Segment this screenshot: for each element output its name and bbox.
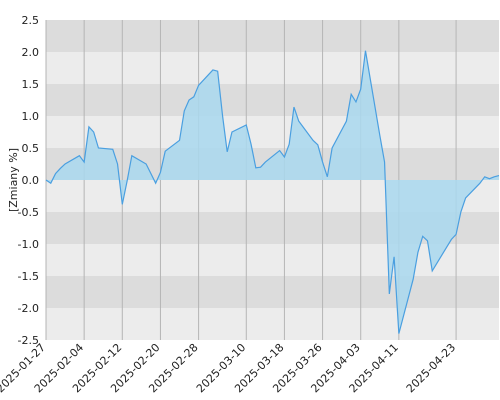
x-tick-label: 2025-04-23 (404, 341, 458, 395)
background-band (46, 308, 499, 340)
y-tick-label: -0.5 (18, 206, 39, 219)
background-band (46, 276, 499, 308)
x-tick-labels: 2025-01-272025-02-042025-02-122025-02-20… (0, 341, 458, 395)
y-tick-label: -2.5 (18, 334, 39, 347)
series-area (45, 50, 500, 334)
y-tick-label: 1.5 (22, 78, 40, 91)
y-tick-label: 0.0 (22, 174, 40, 187)
series-fill (46, 50, 499, 334)
y-tick-label: 1.0 (22, 110, 40, 123)
y-tick-label: -2.0 (18, 302, 39, 315)
background-band (46, 52, 499, 84)
y-tick-labels: 2.5 2.0 1.5 1.0 0.5 0.0 -0.5 -1.0 -1.5 -2.0 -2.5 (18, 14, 39, 347)
y-axis-label: [Zmiany %] (7, 148, 20, 212)
y-tick-label: 0.5 (22, 142, 40, 155)
background-band (46, 20, 499, 52)
series-line (45, 50, 500, 334)
background-band (46, 84, 499, 116)
y-tick-label: -1.5 (18, 270, 39, 283)
background-band (46, 116, 499, 148)
background-band (46, 244, 499, 276)
y-tick-label: -1.0 (18, 238, 39, 251)
y-tick-label: 2.5 (22, 14, 40, 27)
y-tick-label: 2.0 (22, 46, 40, 59)
